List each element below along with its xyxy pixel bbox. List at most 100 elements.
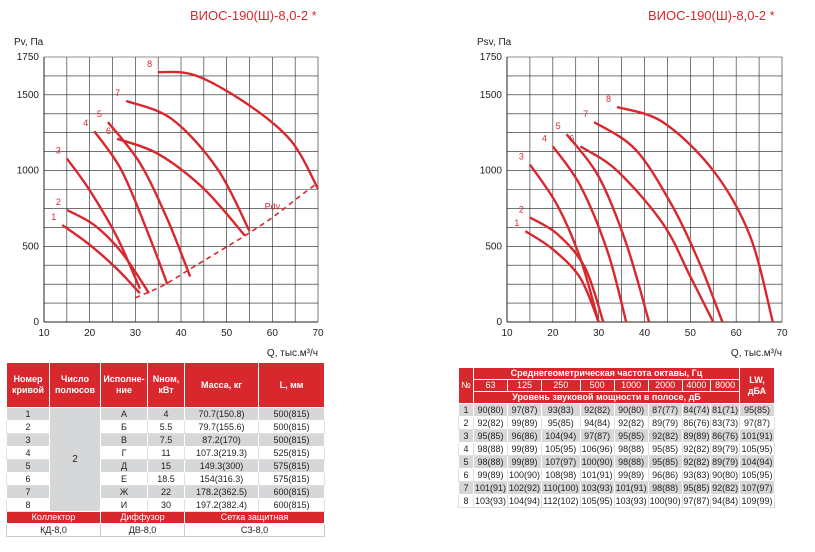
table-cell: 105(95) [541, 442, 581, 456]
table-cell: 89(79) [710, 455, 740, 469]
x-tick-label: 60 [731, 328, 743, 339]
x-tick-label: 20 [547, 328, 559, 339]
table-cell: 154(316.3) [184, 472, 259, 486]
table-cell: 92(82) [647, 429, 683, 443]
pv-curve-7 [125, 99, 251, 232]
table-cell: 100(90) [579, 455, 615, 469]
pv-curve-label: 5 [97, 109, 102, 119]
x-tick-label: 70 [312, 328, 324, 339]
psv-curve-8 [616, 105, 774, 323]
table-cell: 7.5 [147, 433, 185, 447]
table-cell: 104(94) [541, 429, 581, 443]
table-cell: Ж [100, 485, 148, 499]
table-cell: 3 [458, 429, 474, 443]
table-cell: 86(76) [681, 416, 712, 430]
table-cell: 99(89) [507, 416, 542, 430]
table-cell: 79.7(155.6) [184, 420, 259, 434]
table-cell: 95(85) [647, 455, 683, 469]
table-cell: 99(89) [613, 468, 649, 482]
psv-curve-label: 1 [514, 218, 519, 228]
table-row: 8 103(93) 104(94) 112(102) 105(95) 103(93) 100… [458, 494, 775, 508]
pv-curve-4 [93, 130, 169, 285]
pv-curve-label: 4 [83, 118, 88, 128]
table-cell: 93(83) [541, 403, 581, 417]
table-cell: 500(815) [258, 420, 325, 434]
table-cell: 92(82) [473, 416, 508, 430]
table-cell: 87(77) [647, 403, 683, 417]
table-cell: 108(98) [541, 468, 581, 482]
table-cell: 22 [147, 485, 185, 499]
y-tick-label: 1500 [17, 90, 40, 101]
accessory-value: КД-8,0 [6, 523, 101, 537]
table-cell: 6 [6, 472, 50, 486]
pv-curve-label: 3 [56, 145, 61, 155]
table-cell: 89(79) [710, 442, 740, 456]
x-tick-label: 10 [501, 328, 513, 339]
x-tick-label: 10 [38, 328, 50, 339]
table-cell: 100(90) [507, 468, 542, 482]
table-cell: 106(96) [579, 442, 615, 456]
y-tick-label: 500 [485, 241, 502, 252]
psv-curve-6 [579, 145, 715, 323]
table-cell: Г [100, 446, 148, 460]
col-poles: Число полюсов [49, 362, 101, 408]
table-cell: 575(815) [258, 459, 325, 473]
table-cell: 8 [6, 498, 50, 512]
table-cell: 96(86) [647, 468, 683, 482]
psv-curve-label: 3 [519, 152, 524, 162]
psv-curve-label: 8 [606, 94, 611, 104]
table-cell: 99(89) [473, 468, 508, 482]
table-cell: 92(82) [681, 442, 712, 456]
table-cell: 84(74) [681, 403, 712, 417]
table-cell: 92(82) [681, 455, 712, 469]
table-cell: 600(815) [258, 485, 325, 499]
table-cell: 95(85) [613, 429, 649, 443]
psv-curve-2 [529, 216, 605, 323]
table-cell: 30 [147, 498, 185, 512]
table-cell: 92(82) [710, 481, 740, 495]
col-mass: Масса, кг [184, 362, 259, 408]
table-cell: 109(99) [739, 494, 775, 508]
table-cell: 18.5 [147, 472, 185, 486]
table-cell: 11 [147, 446, 185, 460]
pv-curve-5 [106, 121, 192, 278]
table-cell: 101(91) [473, 481, 508, 495]
col-length: L, мм [258, 362, 325, 408]
x-tick-label: 30 [130, 328, 142, 339]
y-tick-label: 1750 [480, 52, 503, 63]
table-cell: А [100, 407, 148, 421]
pv-curve-label: 6 [106, 126, 111, 136]
table-cell: 99(89) [507, 455, 542, 469]
pv-curve-label: 8 [147, 59, 152, 69]
col-curve-number: Номер кривой [6, 362, 50, 408]
table-cell: 92(82) [579, 403, 615, 417]
table-cell: 101(91) [613, 481, 649, 495]
table-cell: 1 [6, 407, 50, 421]
table-cell: Б [100, 420, 148, 434]
table-cell: 90(80) [710, 468, 740, 482]
table-cell: 110(100) [541, 481, 581, 495]
table-cell: 2 [6, 420, 50, 434]
table-row: 8 И 30 197.2(382.4) 600(815) [6, 498, 325, 512]
table-cell: 107.3(219.3) [184, 446, 259, 460]
table-cell: 104(94) [507, 494, 542, 508]
table-cell: 81(71) [710, 403, 740, 417]
psv-curve-1 [524, 230, 600, 323]
table-cell: 107(97) [739, 481, 775, 495]
table-cell: 103(93) [579, 481, 615, 495]
static-pressure-chart: 10 20 30 40 50 60 70 0 500 1000 1500 1750 Psv, Па Q, … [477, 37, 788, 359]
table-cell: 87.2(170) [184, 433, 259, 447]
accessory-header: Диффузор [100, 511, 185, 524]
table-cell: 7 [458, 481, 474, 495]
fan-spec-table: Номер кривой Число полюсов Исполне-ние N… [6, 362, 325, 537]
table-row: 3 В 7.5 87.2(170) 500(815) [6, 433, 325, 447]
x-tick-label: 50 [685, 328, 697, 339]
pv-curve-label: 1 [51, 212, 56, 222]
table-cell: 95(85) [739, 403, 775, 417]
pv-curve-6 [116, 137, 246, 237]
x-tick-label: 40 [639, 328, 651, 339]
y-tick-label: 1750 [17, 52, 40, 63]
psv-curve-label: 7 [583, 109, 588, 119]
y-tick-label: 1000 [17, 166, 40, 177]
freq-cell: 125 [507, 379, 542, 392]
